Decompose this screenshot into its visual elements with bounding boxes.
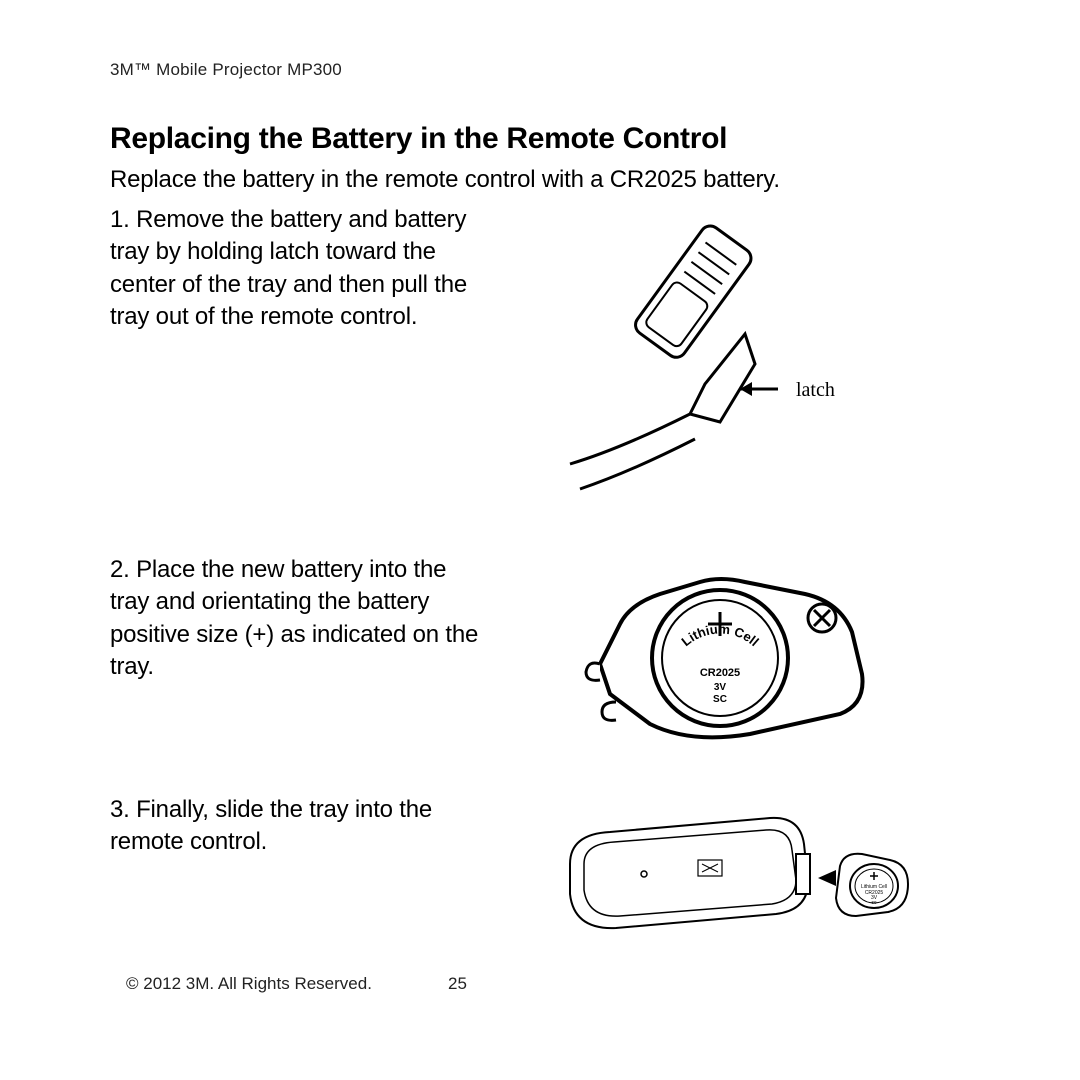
battery-mini-label-4: sc [872, 900, 878, 906]
battery-label-sc: SC [713, 694, 727, 705]
step-3-text: 3. Finally, slide the tray into the remo… [110, 794, 490, 859]
section-intro: Replace the battery in the remote contro… [110, 166, 970, 194]
section-heading: Replacing the Battery in the Remote Cont… [110, 122, 970, 156]
step-1-figure: latch [490, 204, 970, 494]
remote-tray-latch-illustration: latch [540, 204, 920, 494]
battery-in-tray-illustration: Lithium Cell CR2025 3V SC [570, 554, 890, 754]
step-1: 1. Remove the battery and battery tray b… [110, 204, 970, 494]
step-1-text: 1. Remove the battery and battery tray b… [110, 204, 490, 334]
page-number: 25 [448, 974, 467, 994]
step-2-text: 2. Place the new battery into the tray a… [110, 554, 490, 684]
copyright-footer: © 2012 3M. All Rights Reserved. [126, 974, 372, 994]
battery-label-voltage: 3V [714, 682, 727, 693]
step-3: 3. Finally, slide the tray into the remo… [110, 794, 970, 964]
step-2: 2. Place the new battery into the tray a… [110, 554, 970, 754]
document-page: 3M™ Mobile Projector MP300 Replacing the… [0, 0, 1080, 1080]
latch-callout: latch [796, 379, 835, 401]
step-2-figure: Lithium Cell CR2025 3V SC [490, 554, 970, 754]
product-header: 3M™ Mobile Projector MP300 [110, 60, 970, 80]
slide-tray-illustration: Lithium Cell CR2025 3V sc [540, 794, 920, 964]
step-3-figure: Lithium Cell CR2025 3V sc [490, 794, 970, 964]
insert-arrow-icon [818, 870, 836, 886]
battery-label-model: CR2025 [700, 667, 740, 679]
